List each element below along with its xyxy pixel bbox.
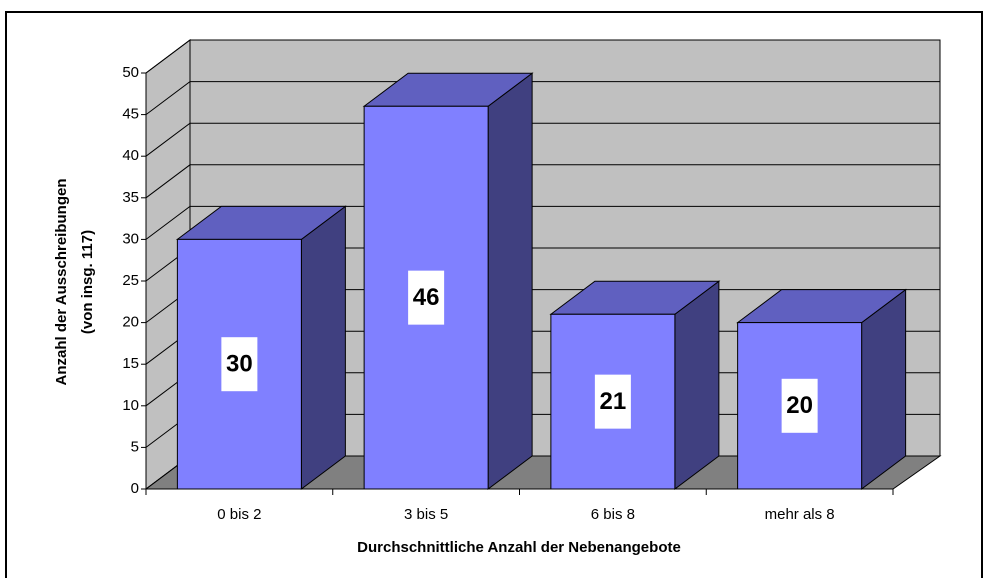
value-label-box	[408, 270, 445, 325]
value-label: 30	[226, 351, 253, 378]
grid-line	[145, 122, 940, 157]
y-tick-label: 0	[131, 480, 139, 497]
y-tick-label: 25	[122, 272, 139, 289]
plot-area: 0 5 10 15 20 25 30 35 40 45 50 0 bis 2 30 3 bis 5 46 6 …	[122, 39, 942, 523]
y-tick-label: 15	[122, 355, 139, 372]
bar	[736, 288, 908, 490]
chart-border	[5, 11, 983, 578]
x-tick-label: 0 bis 2	[217, 506, 261, 523]
y-tick-label: 20	[122, 314, 139, 331]
y-axis-label: (von insg. 117)	[79, 230, 96, 334]
grid-line	[145, 164, 940, 199]
y-tick-label: 30	[122, 230, 139, 247]
value-label-box	[221, 337, 258, 392]
bar-side	[861, 288, 907, 490]
bar-side	[300, 205, 346, 490]
y-tick-label: 45	[122, 106, 139, 123]
y-tick-label: 10	[122, 397, 139, 414]
grid-line	[145, 39, 940, 74]
bar	[549, 280, 721, 490]
grid-line	[145, 81, 940, 115]
y-tick-label: 5	[131, 438, 139, 455]
value-label: 21	[600, 388, 627, 415]
value-label: 46	[413, 284, 440, 311]
bar-side	[674, 280, 720, 490]
x-tick-label: 6 bis 8	[591, 506, 635, 523]
value-label: 20	[786, 392, 813, 419]
bar	[175, 205, 347, 490]
value-label-box	[594, 374, 631, 429]
y-tick-label: 50	[122, 64, 139, 81]
bar-side	[487, 72, 533, 490]
x-tick-label: 3 bis 5	[404, 506, 448, 523]
bar	[362, 72, 534, 490]
y-axis-label: Anzahl der Ausschreibungen	[53, 179, 70, 386]
value-label-box	[781, 378, 818, 433]
y-tick-label: 35	[122, 189, 139, 206]
grid-line	[145, 205, 940, 240]
y-tick-label: 40	[122, 147, 139, 164]
x-tick-label: mehr als 8	[765, 506, 835, 523]
x-axis-label: Durchschnittliche Anzahl der Nebenangebo…	[357, 539, 681, 556]
